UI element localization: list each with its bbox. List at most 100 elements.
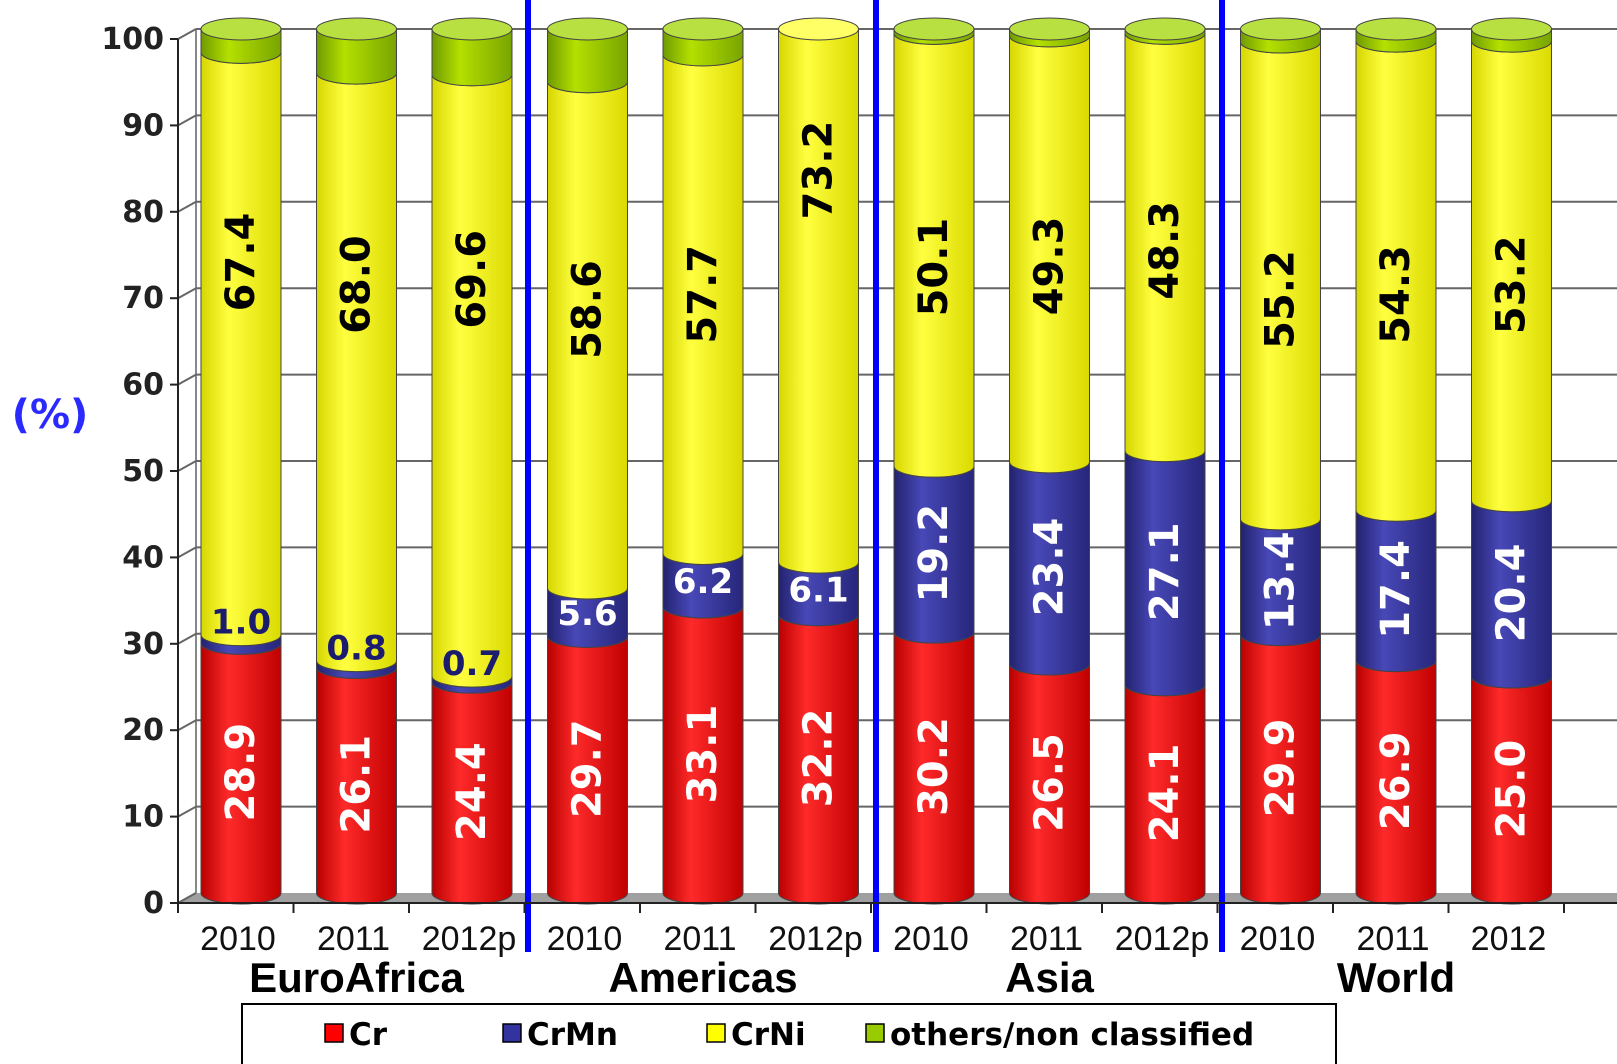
x-tick-label: 2012 [1471, 920, 1547, 958]
gridline-side [177, 805, 197, 818]
gridline-side [177, 287, 197, 300]
bar-segment-top [431, 17, 513, 41]
region-separators [525, 0, 1225, 952]
gridline-side [177, 373, 197, 386]
bar-stack [431, 17, 513, 905]
data-label: 67.4 [218, 213, 264, 312]
gridline-side [177, 546, 197, 559]
y-tick-label: 40 [122, 540, 164, 575]
y-tick-label: 80 [122, 195, 164, 230]
data-label: 26.1 [334, 735, 380, 834]
x-tick-label: 2010 [893, 920, 969, 958]
data-label: 17.4 [1373, 540, 1419, 639]
bar-segment-crmn [662, 552, 744, 619]
data-label: 29.9 [1258, 718, 1304, 817]
bar-segment-crni [1124, 32, 1206, 463]
data-label: 25.0 [1489, 740, 1535, 839]
x-tick-label: 2011 [1356, 920, 1429, 958]
bar-segment-crmn [778, 561, 859, 627]
data-label: 0.8 [326, 629, 386, 669]
data-label: 69.6 [449, 230, 495, 329]
y-tick-label: 0 [143, 886, 164, 921]
bar-stack [1240, 17, 1321, 905]
x-tick-label: 2012p [1115, 920, 1210, 958]
bar-stack [1355, 17, 1437, 905]
legend-label: Cr [349, 1017, 388, 1053]
x-tick-label: 2011 [1010, 920, 1083, 958]
bar-segment-crni [200, 51, 282, 647]
bar-segment-crni [893, 32, 975, 478]
x-tick-label: 2011 [317, 920, 390, 958]
data-label: 58.6 [565, 260, 611, 359]
bar-segment-crni [431, 74, 513, 688]
bar-segment-top [1009, 17, 1090, 41]
bar-stack [547, 17, 628, 905]
bar-stack [316, 17, 397, 905]
data-label: 32.2 [796, 709, 842, 808]
bar-stack [1471, 17, 1552, 905]
bar-segment-top [1471, 17, 1552, 41]
x-tick-label: 2012p [422, 920, 517, 958]
bar-segment-crni [316, 72, 397, 673]
x-tick-label: 2010 [547, 920, 623, 958]
gridline-side [177, 892, 197, 904]
bar-segment-top [662, 17, 744, 41]
bar-segment-top [547, 17, 628, 41]
data-label: 27.1 [1142, 522, 1188, 621]
gridline-side [177, 114, 197, 127]
x-tick-label: 2012p [768, 920, 863, 958]
bar-segment-crni [1355, 40, 1437, 522]
y-tick-label: 60 [122, 368, 164, 403]
data-label: 33.1 [680, 705, 726, 804]
legend-box [241, 1003, 1337, 1064]
gridline-side [177, 200, 197, 213]
data-label: 57.7 [680, 245, 726, 344]
bar-segment-top [1355, 17, 1437, 41]
data-label: 30.2 [911, 717, 957, 816]
data-label: 28.9 [218, 723, 264, 822]
bar-stack [662, 17, 744, 905]
y-tick-label: 90 [122, 108, 164, 143]
group-label: Americas [608, 954, 797, 1001]
bar-segment-top [1240, 17, 1321, 41]
data-label: 73.2 [796, 121, 842, 220]
bar-segment-others-non-classified [316, 28, 397, 85]
data-label: 1.0 [211, 603, 271, 643]
y-tick-label: 20 [122, 713, 164, 748]
bar-segment-crni [1240, 41, 1321, 531]
bar-segment-top [200, 17, 282, 41]
legend-swatch [324, 1023, 344, 1043]
y-tick-label: 100 [101, 22, 164, 57]
legend-label: CrNi [731, 1017, 806, 1053]
x-tick-label: 2010 [200, 920, 276, 958]
bar-segment-top [316, 17, 397, 41]
data-label: 6.1 [788, 570, 848, 610]
data-label: 26.9 [1373, 731, 1419, 830]
bar-stack [1124, 17, 1206, 905]
group-label: World [1337, 954, 1455, 1001]
group-label: EuroAfrica [249, 954, 464, 1001]
data-label: 29.7 [565, 719, 611, 818]
bar-segment-crni [1471, 40, 1552, 513]
data-label: 24.1 [1142, 744, 1188, 843]
legend-swatch [865, 1023, 885, 1043]
data-label: 26.5 [1027, 733, 1073, 832]
data-label: 19.2 [911, 504, 957, 603]
y-axis-label: (%) [12, 392, 89, 438]
bar-segment-crni [662, 54, 744, 565]
bar-segment-crmn [1240, 518, 1321, 647]
legend-label: others/non classified [890, 1017, 1254, 1053]
data-label: 53.2 [1489, 235, 1535, 334]
data-label: 13.4 [1258, 531, 1304, 630]
data-label: 54.3 [1373, 245, 1419, 344]
gridline-side [177, 460, 197, 472]
data-label: 23.4 [1027, 518, 1073, 617]
bar-segment-crmn [1355, 509, 1437, 673]
data-label: 49.3 [1027, 217, 1073, 316]
data-label: 24.4 [449, 742, 495, 841]
bar-segment-crmn [1009, 461, 1090, 676]
bars: 28.9 1.0 67.4 26.1 0.8 68.0 24.4 0.7 69.6 29.7 5.6… [200, 17, 1552, 905]
x-tick-label: 2010 [1240, 920, 1316, 958]
